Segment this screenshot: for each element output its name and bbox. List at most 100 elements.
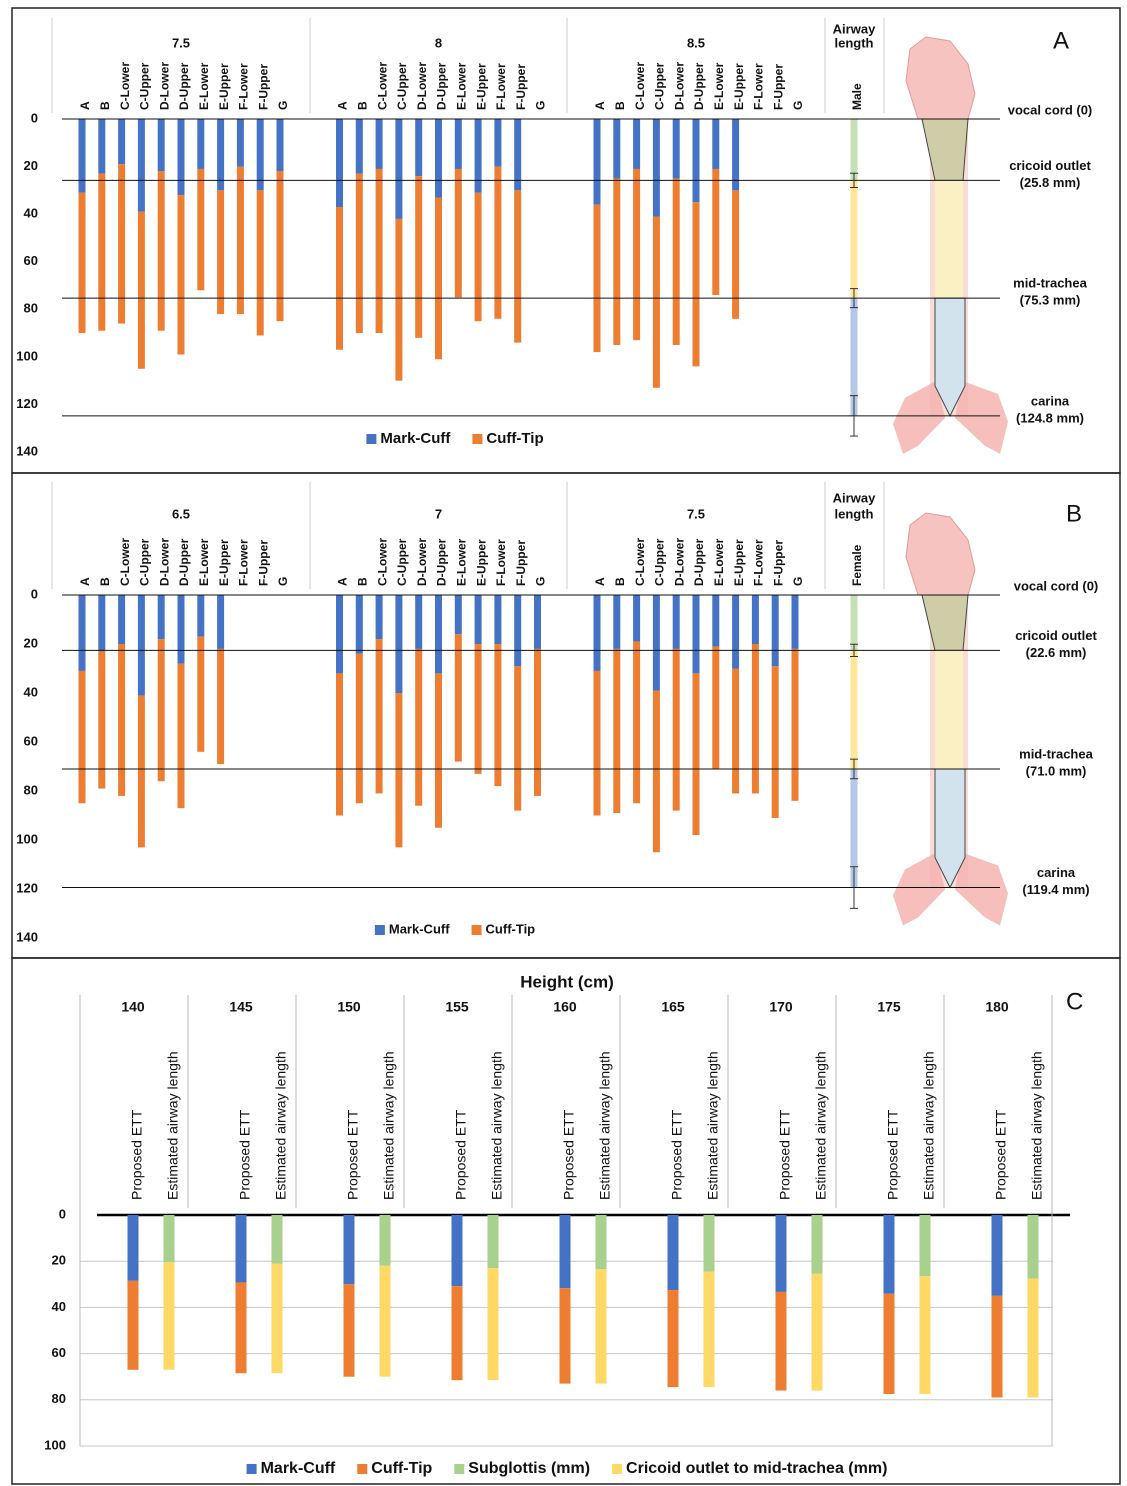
- bar-segment: [415, 595, 422, 649]
- x-tick-label: C-Lower: [375, 538, 389, 586]
- x-tick-label: B: [613, 101, 627, 110]
- y-tick-label: 40: [24, 684, 38, 699]
- x-tick-label: F-Upper: [771, 540, 785, 586]
- airway-segment: [851, 595, 858, 650]
- bar-segment: [752, 595, 759, 644]
- x-tick-label: E-Upper: [474, 63, 488, 110]
- x-tick-label: E-Upper: [474, 539, 488, 586]
- x-tick-label: C-Upper: [395, 62, 409, 110]
- y-tick-label: 140: [16, 929, 38, 944]
- bar-segment: [336, 119, 343, 207]
- bar-segment: [455, 634, 462, 761]
- y-tick-label: 60: [24, 733, 38, 748]
- bar-segment: [653, 217, 660, 388]
- x-tick-label: B: [98, 101, 112, 110]
- y-tick-label: 80: [52, 1391, 66, 1406]
- landmark-label: mid-trachea: [1013, 276, 1087, 291]
- x-tick-label: E-Upper: [732, 539, 746, 586]
- bar-segment: [257, 190, 264, 335]
- x-tick-label: 145: [229, 999, 253, 1015]
- landmark-label: cricoid outlet: [1015, 628, 1097, 643]
- bar-segment: [197, 637, 204, 752]
- x-tick-label: D-Upper: [692, 62, 706, 110]
- bar-segment: [712, 169, 719, 295]
- landmark-label: (25.8 mm): [1020, 175, 1081, 190]
- bar-segment: [693, 202, 700, 366]
- bar-segment: [118, 595, 125, 644]
- bar-segment: [395, 693, 402, 847]
- x-tick-label: D-Lower: [157, 62, 171, 110]
- bar-segment: [653, 595, 660, 691]
- bar-segment: [920, 1276, 931, 1394]
- bar-segment: [79, 595, 86, 671]
- x-tick-label: G: [791, 101, 805, 110]
- x-tick-label: D-Upper: [435, 62, 449, 110]
- upper-trachea: [935, 650, 963, 769]
- bar-segment: [217, 190, 224, 314]
- x-tick-label: F-Upper: [256, 64, 270, 110]
- chart-title: Height (cm): [520, 972, 614, 991]
- bar-segment: [197, 169, 204, 290]
- bar-segment: [594, 595, 601, 671]
- bar-label: Estimated airway length: [489, 1051, 505, 1200]
- bar-segment: [79, 671, 86, 803]
- subglottis: [922, 119, 968, 180]
- bar-segment: [704, 1272, 715, 1388]
- x-tick-label: A: [593, 101, 607, 110]
- x-tick-label: D-Lower: [415, 62, 429, 110]
- bar-segment: [633, 595, 640, 642]
- bar-segment: [673, 649, 680, 811]
- bar-segment: [1028, 1215, 1039, 1279]
- bar-segment: [668, 1290, 679, 1387]
- bar-label: Proposed ETT: [885, 1109, 901, 1200]
- legend-label: Mark-Cuff: [261, 1460, 336, 1477]
- x-tick-label: B: [355, 577, 369, 586]
- bar-segment: [732, 595, 739, 669]
- panel-letter: A: [1053, 27, 1069, 54]
- y-tick-label: 100: [16, 348, 38, 363]
- bar-segment: [884, 1215, 895, 1294]
- bar-segment: [475, 595, 482, 644]
- bar-segment: [1028, 1279, 1039, 1398]
- group-label: 8.5: [687, 35, 705, 50]
- bar-segment: [158, 171, 165, 330]
- bar-segment: [395, 219, 402, 381]
- legend-label: Mark-Cuff: [389, 921, 450, 936]
- legend-swatch: [357, 1464, 367, 1474]
- bar-segment: [514, 595, 521, 666]
- landmark-label: (75.3 mm): [1020, 293, 1081, 308]
- x-tick-label: C-Upper: [653, 538, 667, 586]
- panel-letter: B: [1066, 500, 1082, 527]
- x-tick-label: 160: [553, 999, 577, 1015]
- airway-label: Male: [850, 83, 864, 110]
- landmark-label: (119.4 mm): [1022, 882, 1089, 897]
- bar-segment: [475, 193, 482, 321]
- legend-swatch: [375, 925, 385, 935]
- bar-segment: [613, 595, 620, 649]
- x-tick-label: F-Lower: [752, 539, 766, 586]
- x-tick-label: E-Lower: [712, 538, 726, 586]
- bar-segment: [792, 595, 799, 649]
- x-tick-label: E-Lower: [454, 62, 468, 110]
- bar-segment: [128, 1215, 139, 1281]
- bar-segment: [257, 119, 264, 190]
- landmark-label: carina: [1031, 393, 1070, 408]
- bar-label: Proposed ETT: [129, 1109, 145, 1200]
- legend-label: Subglottis (mm): [468, 1460, 590, 1477]
- x-tick-label: F-Upper: [771, 64, 785, 110]
- bar-label: Estimated airway length: [813, 1051, 829, 1200]
- x-tick-label: D-Lower: [157, 538, 171, 586]
- x-tick-label: E-Upper: [217, 539, 231, 586]
- airway-title: Airway: [833, 490, 876, 505]
- bar-segment: [197, 119, 204, 169]
- x-tick-label: 150: [337, 999, 361, 1015]
- x-tick-label: C-Upper: [138, 62, 152, 110]
- group-label: 7.5: [172, 35, 190, 50]
- x-tick-label: G: [791, 577, 805, 586]
- bar-segment: [992, 1215, 1003, 1296]
- bar-segment: [415, 176, 422, 338]
- bar-segment: [596, 1269, 607, 1383]
- bar-label: Estimated airway length: [597, 1051, 613, 1200]
